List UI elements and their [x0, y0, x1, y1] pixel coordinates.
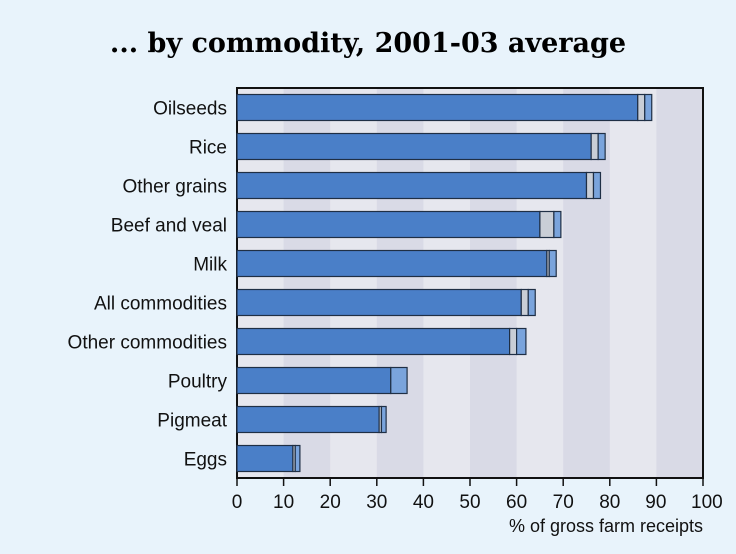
bar-segment [515, 327, 527, 356]
x-tick-label: 90 [645, 492, 666, 513]
bar-segment [509, 327, 518, 356]
bar-group [236, 132, 606, 161]
bar-group [236, 171, 602, 200]
x-tick-label: 10 [273, 492, 294, 513]
x-tick-label: 30 [366, 492, 387, 513]
bar-group [236, 444, 301, 473]
category-label: Beef and veal [111, 216, 227, 237]
bar-segment [590, 132, 599, 161]
x-tick-label: 0 [232, 492, 243, 513]
bar-segment [236, 366, 392, 395]
bar-segment [637, 93, 646, 122]
bar-segment [539, 210, 555, 239]
bar-group [236, 327, 527, 356]
bar-segment [236, 132, 592, 161]
x-tick-label: 70 [553, 492, 574, 513]
x-axis-ticks: 0 10 20 30 40 50 60 70 80 90 100 [232, 478, 723, 513]
bar-segment [592, 171, 602, 200]
category-label: Poultry [168, 372, 228, 393]
plot-band [656, 88, 703, 478]
bar-segment [236, 93, 639, 122]
bar-segment [236, 444, 294, 473]
bar-segment [527, 288, 536, 317]
bar-segment [236, 249, 548, 278]
category-label: Pigmeat [157, 411, 227, 432]
bar-group [236, 249, 557, 278]
chart-title: ... by commodity, 2001-03 average [110, 28, 626, 59]
category-label: All commodities [94, 294, 227, 315]
bar-segment [548, 249, 557, 278]
bar-group [236, 366, 408, 395]
category-label: Eggs [184, 450, 227, 471]
bar-segment [553, 210, 562, 239]
x-axis-title: % of gross farm receipts [509, 516, 703, 536]
bar-segment [390, 366, 408, 395]
category-label: Other commodities [68, 333, 227, 354]
bar-segment [520, 288, 529, 317]
x-tick-label: 40 [413, 492, 434, 513]
x-tick-label: 80 [599, 492, 620, 513]
bar-group [236, 288, 536, 317]
category-label: Rice [189, 138, 227, 159]
bar-segment [236, 327, 511, 356]
bar-segment [597, 132, 606, 161]
bar-segment [236, 288, 522, 317]
bar-group [236, 93, 653, 122]
x-tick-label: 50 [459, 492, 480, 513]
bar-group [236, 210, 562, 239]
bar-segment [585, 171, 595, 200]
bars [236, 93, 653, 473]
x-tick-label: 20 [320, 492, 341, 513]
category-label: Milk [193, 255, 227, 276]
x-tick-label: 60 [506, 492, 527, 513]
category-labels: Oilseeds Rice Other grains Beef and veal Mil… [68, 99, 228, 471]
bar-segment [236, 405, 380, 434]
bar-segment [644, 93, 653, 122]
bar-segment [236, 210, 541, 239]
bar-group [236, 405, 387, 434]
category-label: Oilseeds [153, 99, 227, 120]
category-label: Other grains [122, 177, 227, 198]
x-tick-label: 100 [691, 492, 723, 513]
bar-segment [380, 405, 387, 434]
bar-segment [236, 171, 588, 200]
bar-segment [294, 444, 301, 473]
